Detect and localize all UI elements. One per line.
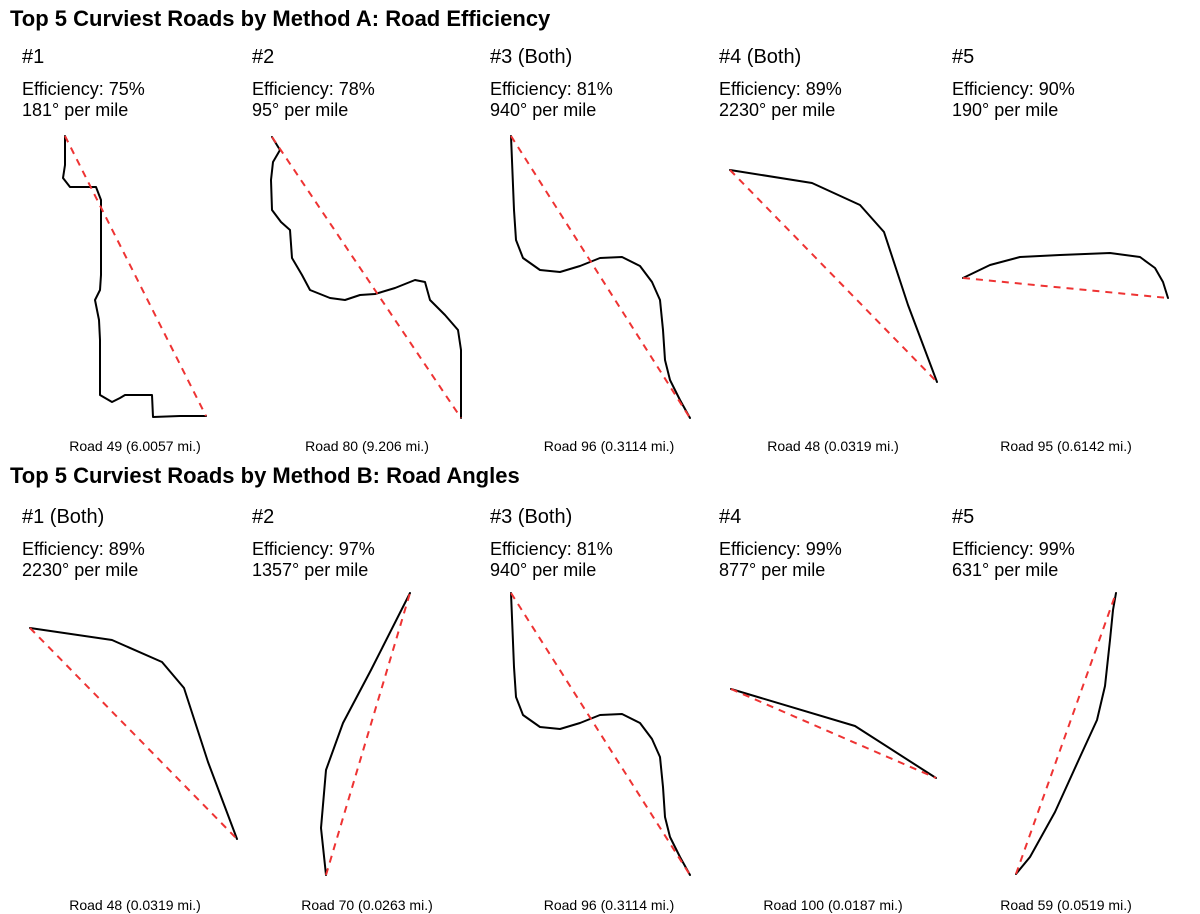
efficiency-label: Efficiency: 99% [952,539,1075,559]
rank-label: #4 (Both) [719,46,802,68]
efficiency-label: Efficiency: 89% [22,539,145,559]
road-path [270,136,462,419]
road-name-label: Road 48 (0.0319 mi.) [69,897,201,913]
efficiency-label: Efficiency: 99% [719,539,842,559]
straight-line-distance [510,592,691,876]
efficiency-label: Efficiency: 97% [252,539,375,559]
straight-line-distance [271,136,462,419]
straight-line-distance [962,277,1169,299]
road-name-label: Road 59 (0.0519 mi.) [1000,897,1132,913]
road-plot [510,592,691,876]
road-plot [320,592,411,876]
road-name-label: Road 70 (0.0263 mi.) [301,897,433,913]
rank-label: #5 [952,46,975,68]
road-path [62,135,207,418]
road-plot [510,135,691,419]
degrees-per-mile-label: 1357° per mile [252,560,369,580]
rank-label: #2 [252,506,275,528]
road-path [510,592,691,876]
rank-label: #5 [952,506,975,528]
degrees-per-mile-label: 190° per mile [952,100,1059,120]
straight-line-distance [64,135,207,417]
rank-label: #1 [22,46,45,68]
straight-line-distance [510,135,691,419]
degrees-per-mile-label: 877° per mile [719,560,826,580]
degrees-per-mile-label: 95° per mile [252,100,349,120]
rank-label: #3 (Both) [490,506,573,528]
straight-line-distance [29,627,238,840]
efficiency-label: Efficiency: 75% [22,79,145,99]
road-plot [730,688,937,779]
road-path [510,135,691,419]
straight-line-distance [1015,592,1117,875]
straight-line-distance [325,592,411,876]
degrees-per-mile-label: 2230° per mile [719,100,836,120]
road-path [730,688,937,779]
efficiency-label: Efficiency: 81% [490,79,613,99]
road-name-label: Road 96 (0.3114 mi.) [543,897,675,913]
straight-line-distance [729,169,938,383]
road-path [729,169,938,383]
road-name-label: Road 48 (0.0319 mi.) [767,438,899,454]
section-title: Top 5 Curviest Roads by Method A: Road E… [10,6,551,31]
road-name-label: Road 96 (0.3114 mi.) [543,438,675,454]
road-name-label: Road 100 (0.0187 mi.) [763,897,903,913]
road-plot [29,627,238,840]
road-path [962,252,1169,299]
degrees-per-mile-label: 631° per mile [952,560,1059,580]
road-plot [962,252,1169,299]
road-path [320,592,411,876]
rank-label: #1 (Both) [22,506,105,528]
degrees-per-mile-label: 940° per mile [490,100,597,120]
degrees-per-mile-label: 181° per mile [22,100,129,120]
degrees-per-mile-label: 2230° per mile [22,560,139,580]
section-title: Top 5 Curviest Roads by Method B: Road A… [10,463,520,488]
road-path [1015,592,1117,875]
efficiency-label: Efficiency: 81% [490,539,613,559]
rank-label: #3 (Both) [490,46,573,68]
straight-line-distance [730,688,937,779]
degrees-per-mile-label: 940° per mile [490,560,597,580]
road-plot [1015,592,1117,875]
road-name-label: Road 80 (9.206 mi.) [305,438,429,454]
road-name-label: Road 95 (0.6142 mi.) [1000,438,1132,454]
road-plot [729,169,938,383]
efficiency-label: Efficiency: 90% [952,79,1075,99]
rank-label: #2 [252,46,275,68]
rank-label: #4 [719,506,742,528]
road-path [29,627,238,840]
efficiency-label: Efficiency: 78% [252,79,375,99]
efficiency-label: Efficiency: 89% [719,79,842,99]
road-name-label: Road 49 (6.0057 mi.) [69,438,201,454]
road-plot [270,136,462,419]
road-plot [62,135,207,418]
